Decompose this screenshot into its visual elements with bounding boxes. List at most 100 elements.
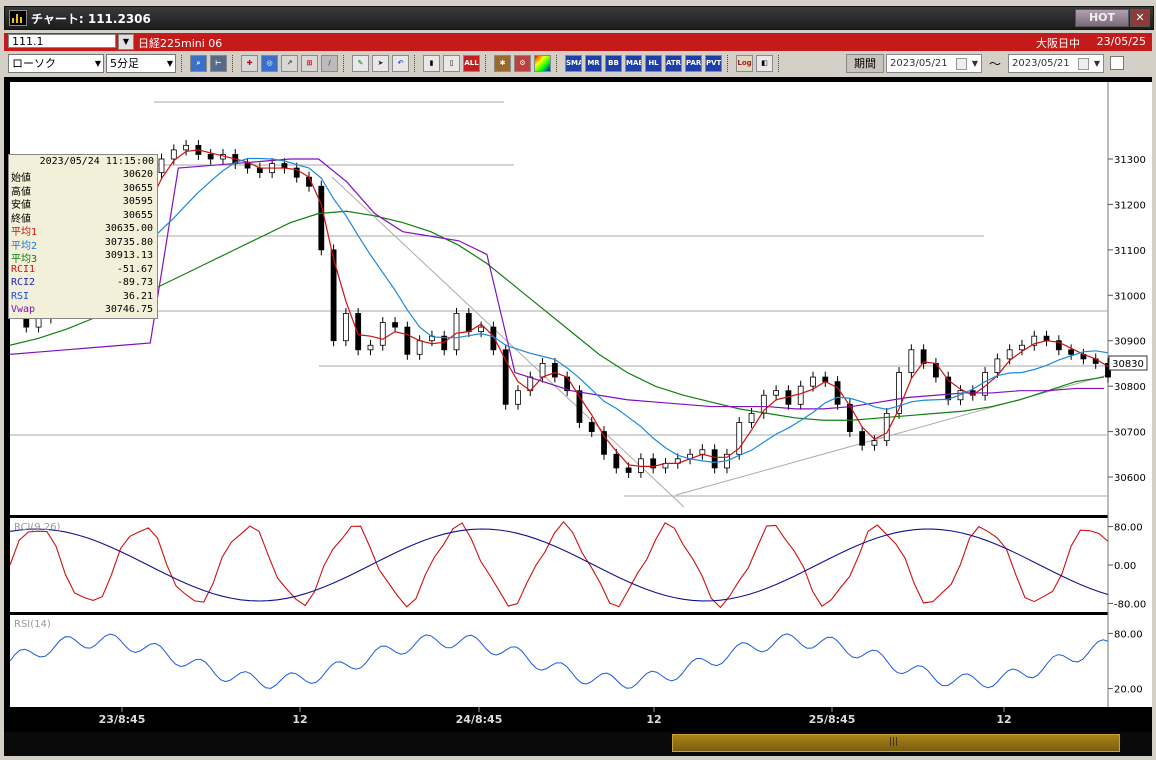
- rci-plot-area: [10, 518, 1108, 612]
- rci-tick-label: 80.00: [1114, 523, 1143, 534]
- ma2-line: [13, 157, 1109, 463]
- info-row: Vwap 30746.75: [11, 304, 153, 315]
- candle-body: [551, 363, 558, 378]
- candle-body: [281, 163, 288, 169]
- candle-body: [613, 453, 620, 469]
- price-tick-label: 31000: [1114, 291, 1146, 302]
- line-tool-icon[interactable]: ∕: [321, 55, 338, 72]
- sma-button[interactable]: SMA: [565, 55, 582, 72]
- scroll-grip[interactable]: |||: [889, 737, 899, 747]
- chart-app-icon: [9, 10, 27, 26]
- rsi-tick-label: 20.00: [1114, 685, 1143, 696]
- candle-body: [576, 390, 583, 423]
- info-row: 始値 30620: [11, 169, 153, 184]
- candle-body: [834, 381, 841, 405]
- ma3-line: [9, 210, 1105, 421]
- time-tick-label: 12: [646, 713, 661, 726]
- atr-button[interactable]: ATR: [665, 55, 682, 72]
- select-arrow-icon[interactable]: ➤: [372, 55, 389, 72]
- candle-body: [515, 390, 521, 405]
- candle-icon[interactable]: ▮: [423, 55, 440, 72]
- time-axis: 23/8:45 12 24/8:45 12 25/8:45 12: [99, 707, 1012, 726]
- candle-body: [736, 422, 743, 455]
- split-icon[interactable]: ◧: [756, 55, 773, 72]
- candle-body: [773, 390, 780, 396]
- range-checkbox[interactable]: [1110, 56, 1124, 70]
- candle-body: [539, 363, 546, 378]
- pvt-button[interactable]: PVT: [705, 55, 722, 72]
- price-tick-label: 31300: [1114, 155, 1146, 166]
- calendar-icon: [956, 58, 967, 70]
- candle-body: [650, 458, 657, 469]
- candle-body: [158, 158, 165, 174]
- candle-body: [1031, 335, 1038, 346]
- info-row: RSI 36.21: [11, 290, 153, 302]
- symbol-bar: 111.1 ▼ 日経225mini 06 大阪日中 23/05/25: [4, 33, 1152, 51]
- last-price-box: [1108, 355, 1148, 371]
- last-price-label: 30830: [1112, 359, 1144, 370]
- time-scrollbar[interactable]: |||: [4, 732, 1152, 756]
- date-to-input[interactable]: 2023/05/21 ▼: [1008, 54, 1104, 73]
- price-tick-label: 31100: [1114, 246, 1146, 257]
- candle-body: [478, 326, 485, 333]
- settings-icon[interactable]: ⚙: [514, 55, 531, 72]
- candle-body: [1068, 349, 1075, 355]
- candle-body: [1055, 340, 1062, 351]
- candle-body: [207, 154, 214, 160]
- all-button[interactable]: ALL: [463, 55, 480, 72]
- candle-body: [1043, 335, 1050, 342]
- bb-button[interactable]: BB: [605, 55, 622, 72]
- pencil-icon[interactable]: ✎: [352, 55, 369, 72]
- chevron-down-icon[interactable]: ▼: [118, 34, 134, 50]
- rsi-line: [9, 633, 1109, 689]
- zoom-icon[interactable]: ⌕: [190, 55, 207, 72]
- info-row: 平均2 30735.80: [11, 236, 153, 252]
- chart-panel[interactable]: 31300 31200 31100 31000 30900 30800 30700 30600…: [4, 77, 1152, 732]
- candle-body: [355, 313, 362, 351]
- undo-icon[interactable]: ↶: [392, 55, 409, 72]
- wrench-icon[interactable]: ✱: [494, 55, 511, 72]
- trend-icon[interactable]: ↗: [281, 55, 298, 72]
- bar-icon[interactable]: ▯: [443, 55, 460, 72]
- candle-body: [465, 313, 472, 333]
- crosshair-icon[interactable]: ✚: [241, 55, 258, 72]
- indicator-lines: [9, 149, 1109, 467]
- candle-body: [748, 412, 755, 423]
- price-axis: 31300 31200 31100 31000 30900 30800 30700 30600: [1108, 155, 1146, 484]
- time-tick-label: 12: [996, 713, 1011, 726]
- candle-body: [367, 344, 374, 351]
- interval-select[interactable]: 5分足 ▼: [106, 54, 176, 73]
- mae-button[interactable]: MAE: [625, 55, 642, 72]
- cursor-icon[interactable]: ⊢: [210, 55, 227, 72]
- candle-body: [846, 403, 853, 432]
- mr-button[interactable]: MR: [585, 55, 602, 72]
- info-row: RCI1 -51.67: [11, 263, 153, 275]
- rsi-panel: 80.00 20.00: [9, 629, 1143, 696]
- session-label: 大阪日中: [1036, 37, 1080, 50]
- candle-body: [502, 349, 509, 405]
- candle-body: [896, 372, 902, 414]
- code-input[interactable]: 111.1: [8, 34, 116, 48]
- para-button[interactable]: PARA: [685, 55, 702, 72]
- y-axis-area: [1108, 82, 1152, 707]
- color-icon[interactable]: [534, 55, 551, 72]
- candle-body: [453, 313, 460, 351]
- date-from-input[interactable]: 2023/05/21 ▼: [886, 54, 982, 73]
- search-icon[interactable]: ◎: [261, 55, 278, 72]
- chart-type-select[interactable]: ローソク ▼: [8, 54, 104, 73]
- close-icon[interactable]: ✕: [1130, 9, 1150, 27]
- hot-button[interactable]: HOT: [1075, 9, 1129, 27]
- hl-button[interactable]: HL: [645, 55, 662, 72]
- title-bar: チャート: 111.2306 HOT ✕: [0, 0, 1156, 31]
- ohlc-info-box: 2023/05/24 11:15:00 始値 30620 高値 30655 安値 3059…: [8, 154, 158, 319]
- rsi-plot-area: [10, 615, 1108, 707]
- grid-icon[interactable]: ⊞: [301, 55, 318, 72]
- candle-body: [392, 322, 398, 328]
- candle-body: [342, 313, 349, 342]
- scroll-thumb[interactable]: [672, 734, 1120, 752]
- rsi-panel-label: RSI(14): [14, 619, 51, 630]
- period-button[interactable]: 期間: [846, 54, 884, 73]
- log-button[interactable]: Log: [736, 55, 753, 72]
- info-row: 平均1 30635.00: [11, 223, 153, 238]
- chart-canvas[interactable]: 31300 31200 31100 31000 30900 30800 30700 30600…: [4, 77, 1152, 732]
